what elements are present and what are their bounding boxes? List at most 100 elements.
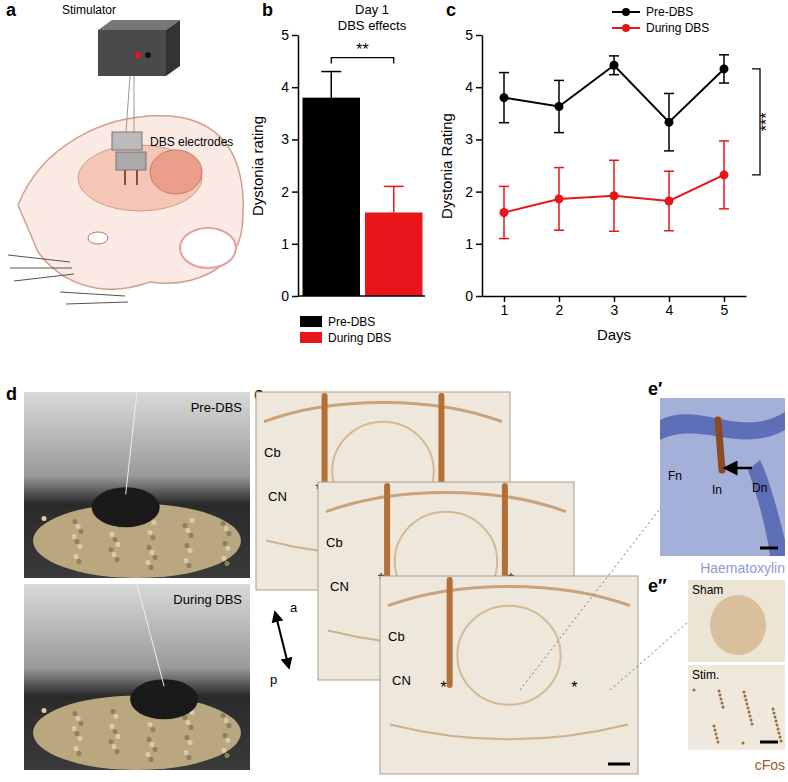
bedding-grain bbox=[225, 753, 230, 758]
bedding-grain bbox=[78, 544, 83, 549]
cfos-cell bbox=[773, 712, 776, 715]
histology-image bbox=[688, 665, 785, 750]
error-cap bbox=[719, 208, 729, 210]
condition-label: Sham bbox=[692, 583, 723, 597]
bedding-grain bbox=[77, 559, 82, 564]
legend-marker bbox=[622, 8, 630, 16]
bedding-grain bbox=[189, 533, 194, 538]
cfos-cell bbox=[693, 689, 696, 692]
marker bbox=[665, 118, 674, 127]
bedding-grain bbox=[222, 748, 227, 753]
brain bbox=[78, 145, 202, 211]
bedding-grain bbox=[110, 724, 115, 729]
cfos-cell bbox=[721, 702, 724, 705]
marker bbox=[610, 61, 619, 70]
marker bbox=[555, 194, 564, 203]
region-label: Cb bbox=[388, 629, 405, 644]
cfos-cell bbox=[777, 728, 780, 731]
region-label: Dn bbox=[752, 481, 767, 495]
bedding-grain bbox=[146, 752, 151, 757]
bedding-grain bbox=[75, 731, 80, 736]
photo-label: During DBS bbox=[173, 592, 242, 607]
tick: 1 bbox=[281, 236, 298, 252]
legend-swatch bbox=[300, 332, 322, 343]
asterisk: * bbox=[571, 679, 577, 696]
tick-label: 5 bbox=[465, 27, 473, 43]
series-line bbox=[504, 65, 724, 122]
tick-label: 5 bbox=[721, 302, 729, 318]
error-cap bbox=[554, 80, 564, 82]
tether bbox=[126, 392, 137, 494]
panel-a: StimulatorDBS electrodes bbox=[8, 3, 243, 304]
error-bar bbox=[719, 55, 729, 83]
bedding-grain bbox=[77, 751, 82, 756]
cfos-cell bbox=[722, 706, 725, 709]
error-bar bbox=[719, 141, 729, 209]
cfos-cell bbox=[716, 737, 719, 740]
bar bbox=[303, 98, 361, 296]
error-cap bbox=[499, 186, 509, 188]
panel-letter: b bbox=[262, 0, 273, 20]
bedding-grain bbox=[76, 716, 81, 721]
tick-label: 3 bbox=[465, 131, 473, 147]
bedding-grain bbox=[223, 541, 228, 546]
error-bar bbox=[499, 186, 509, 238]
bedding-grain bbox=[187, 563, 192, 568]
direction-arrow bbox=[276, 616, 288, 664]
bedding-grain bbox=[187, 755, 192, 760]
bedding-grain bbox=[73, 711, 78, 716]
electrode-track bbox=[438, 396, 444, 487]
histology-image bbox=[688, 580, 785, 662]
stimulator-top bbox=[98, 20, 180, 30]
legend-label: Pre-DBS bbox=[328, 315, 375, 329]
electrode-track bbox=[384, 486, 390, 577]
error-stem bbox=[331, 72, 333, 98]
error-bar bbox=[609, 160, 619, 231]
bedding-grain bbox=[151, 727, 156, 732]
cfos-cell bbox=[715, 733, 718, 736]
tick: 1 bbox=[465, 236, 482, 252]
tick-label: 0 bbox=[281, 288, 289, 304]
bedding-grain bbox=[227, 531, 232, 536]
error-cap bbox=[554, 132, 564, 134]
bedding-grain bbox=[226, 546, 231, 551]
axis-title: Dystonia Rating bbox=[438, 113, 455, 219]
tissue-core bbox=[457, 606, 560, 705]
tick-label: 5 bbox=[281, 27, 289, 43]
bedding-grain bbox=[185, 543, 190, 548]
bedding-grain bbox=[222, 556, 227, 561]
chart-subtitle: DBS effects bbox=[338, 18, 407, 33]
tick-label: 2 bbox=[281, 184, 289, 200]
bedding-grain bbox=[184, 558, 189, 563]
bedding-grain bbox=[148, 722, 153, 727]
error-bar bbox=[499, 73, 509, 123]
tick-mark bbox=[476, 139, 482, 141]
bedding-grain bbox=[150, 550, 155, 555]
error-cap bbox=[664, 170, 674, 172]
error-cap bbox=[664, 150, 674, 152]
significance: ** bbox=[356, 41, 368, 58]
tick: 3 bbox=[611, 296, 619, 318]
tick-mark bbox=[292, 244, 298, 246]
bedding-grain bbox=[153, 555, 158, 560]
panel-e: **CbCN**CbCN**CbCNap bbox=[256, 392, 690, 774]
whisker bbox=[14, 274, 74, 281]
electrode-track bbox=[322, 396, 328, 487]
region-label: CN bbox=[268, 489, 287, 504]
bedding-grain bbox=[113, 537, 118, 542]
cortex-band bbox=[748, 460, 785, 556]
bedding-grain bbox=[72, 534, 77, 539]
photo bbox=[24, 392, 250, 578]
tissue-outline bbox=[388, 586, 630, 605]
direction-label: a bbox=[290, 600, 298, 615]
ear bbox=[180, 228, 236, 268]
tick-mark bbox=[476, 87, 482, 89]
electrode bbox=[112, 132, 142, 150]
legend: Pre-DBSDuring DBS bbox=[300, 315, 391, 345]
tick-mark bbox=[292, 139, 298, 141]
bedding-grain bbox=[116, 734, 121, 739]
series bbox=[499, 141, 729, 239]
legend-label: Pre-DBS bbox=[646, 5, 693, 19]
histology-image bbox=[660, 398, 785, 556]
bedding-grain bbox=[224, 718, 229, 723]
